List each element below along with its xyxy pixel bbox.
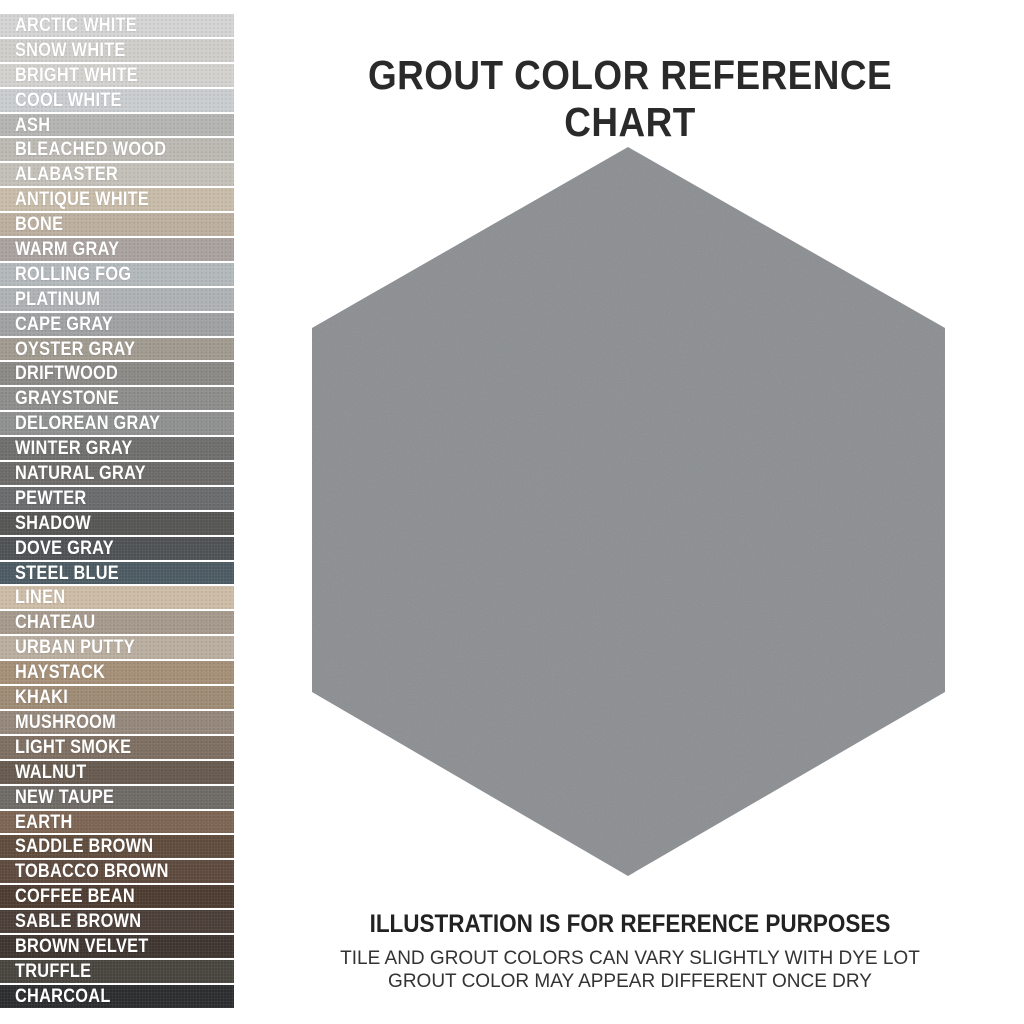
grout-swatch[interactable]: DRIFTWOOD (0, 362, 234, 386)
grout-swatch[interactable]: LINEN (0, 586, 234, 610)
grout-swatch-label: ANTIQUE WHITE (15, 189, 150, 211)
grout-swatch-label: EARTH (15, 811, 73, 833)
dry-color-note: GROUT COLOR MAY APPEAR DIFFERENT ONCE DR… (388, 971, 872, 992)
grout-swatch-label: SHADOW (15, 512, 91, 534)
grout-swatch-label: WINTER GRAY (15, 438, 133, 460)
grout-swatch[interactable]: TRUFFLE (0, 959, 234, 983)
grout-swatch-label: GRAYSTONE (15, 388, 120, 410)
grout-swatch-label: URBAN PUTTY (15, 637, 135, 659)
grout-swatch[interactable]: ARCTIC WHITE (0, 14, 234, 37)
grout-swatch-label: SABLE BROWN (15, 911, 142, 933)
grout-swatch-label: STEEL BLUE (15, 562, 119, 584)
grout-swatch-label: MUSHROOM (15, 711, 117, 733)
grout-swatch-label: OYSTER GRAY (15, 338, 136, 360)
grout-swatch[interactable]: HAYSTACK (0, 661, 234, 685)
grout-swatch[interactable]: BROWN VELVET (0, 934, 234, 958)
grout-swatch[interactable]: CHATEAU (0, 611, 234, 635)
grout-swatch[interactable]: STEEL BLUE (0, 561, 234, 585)
grout-swatch[interactable]: URBAN PUTTY (0, 636, 234, 660)
grout-swatch-label: COFFEE BEAN (15, 886, 135, 908)
grout-swatch[interactable]: EARTH (0, 810, 234, 834)
grout-swatch-label: BRIGHT WHITE (15, 64, 138, 86)
grout-swatch[interactable]: MUSHROOM (0, 710, 234, 734)
grout-swatch[interactable]: ANTIQUE WHITE (0, 188, 234, 212)
grout-swatch[interactable]: LIGHT SMOKE (0, 735, 234, 759)
grout-swatch[interactable]: NATURAL GRAY (0, 462, 234, 485)
grout-swatch[interactable]: WALNUT (0, 760, 234, 784)
grout-swatch-label: CHATEAU (15, 612, 96, 634)
grout-swatch[interactable]: DOVE GRAY (0, 536, 234, 560)
grout-swatch-label: ALABASTER (15, 164, 119, 186)
grout-swatch[interactable]: OYSTER GRAY (0, 337, 234, 361)
grout-swatch-label: SNOW WHITE (15, 39, 126, 61)
grout-swatch[interactable]: ASH (0, 113, 234, 137)
grout-swatch[interactable]: CAPE GRAY (0, 312, 234, 336)
grout-swatch-label: ROLLING FOG (15, 263, 132, 285)
grout-swatch-label: LIGHT SMOKE (15, 736, 132, 758)
grout-swatch-label: BLEACHED WOOD (15, 139, 167, 161)
grout-swatch[interactable]: COFFEE BEAN (0, 885, 234, 909)
grout-swatch[interactable]: KHAKI (0, 686, 234, 709)
grout-swatch-label: ARCTIC WHITE (15, 15, 138, 36)
grout-swatch-label: PEWTER (15, 487, 87, 509)
grout-swatch[interactable]: CHARCOAL (0, 984, 234, 1008)
grout-swatch-label: TRUFFLE (15, 960, 92, 982)
grout-swatch-label: DOVE GRAY (15, 537, 114, 559)
grout-swatch[interactable]: PEWTER (0, 486, 234, 510)
grout-swatch-label: DRIFTWOOD (15, 363, 119, 385)
grout-swatch-label: KHAKI (15, 687, 69, 709)
hex-tile-texture (312, 147, 945, 876)
grout-swatch-label: COOL WHITE (15, 89, 122, 111)
grout-swatch[interactable]: COOL WHITE (0, 88, 234, 112)
grout-swatch-label: LINEN (15, 587, 66, 609)
grout-swatch-label: CHARCOAL (15, 985, 111, 1007)
grout-swatch[interactable]: SADDLE BROWN (0, 835, 234, 859)
grout-swatch-label: WALNUT (15, 761, 87, 783)
grout-swatch[interactable]: NEW TAUPE (0, 785, 234, 809)
grout-swatch[interactable]: WINTER GRAY (0, 437, 234, 461)
grout-swatch[interactable]: BONE (0, 213, 234, 237)
grout-swatch[interactable]: PLATINUM (0, 287, 234, 311)
grout-swatch-label: ASH (15, 114, 51, 136)
grout-swatch-label: HAYSTACK (15, 662, 106, 684)
grout-swatch[interactable]: BLEACHED WOOD (0, 138, 234, 162)
grout-swatch-label: CAPE GRAY (15, 313, 113, 335)
grout-swatch[interactable]: TOBACCO BROWN (0, 860, 234, 884)
grout-swatch-label: WARM GRAY (15, 239, 120, 261)
grout-swatch-label: SADDLE BROWN (15, 836, 154, 858)
grout-swatch[interactable]: GRAYSTONE (0, 387, 234, 411)
grout-swatch[interactable]: WARM GRAY (0, 238, 234, 261)
grout-swatch-label: BONE (15, 214, 64, 236)
grout-swatch[interactable]: SNOW WHITE (0, 38, 234, 62)
grout-swatch-label: TOBACCO BROWN (15, 861, 169, 883)
grout-swatch-label: NATURAL GRAY (15, 463, 146, 485)
grout-swatch-label: NEW TAUPE (15, 786, 115, 808)
grout-swatch[interactable]: BRIGHT WHITE (0, 63, 234, 87)
grout-swatch[interactable]: ALABASTER (0, 163, 234, 187)
grout-swatch[interactable]: SABLE BROWN (0, 910, 234, 933)
grout-swatch[interactable]: DELOREAN GRAY (0, 412, 234, 436)
grout-swatch-label: PLATINUM (15, 288, 101, 310)
page-title: GROUT COLOR REFERENCE CHART (367, 52, 893, 145)
grout-swatch-label: DELOREAN GRAY (15, 413, 161, 435)
grout-swatch[interactable]: ROLLING FOG (0, 262, 234, 286)
reference-disclaimer-heading: ILLUSTRATION IS FOR REFERENCE PURPOSES (369, 910, 891, 938)
grout-swatch-label: BROWN VELVET (15, 935, 149, 957)
dye-lot-note: TILE AND GROUT COLORS CAN VARY SLIGHTLY … (340, 948, 920, 969)
grout-swatch-list: ARCTIC WHITE SNOW WHITE BRIGHT WHITE COOL W… (0, 14, 234, 1010)
grout-swatch[interactable]: SHADOW (0, 511, 234, 535)
